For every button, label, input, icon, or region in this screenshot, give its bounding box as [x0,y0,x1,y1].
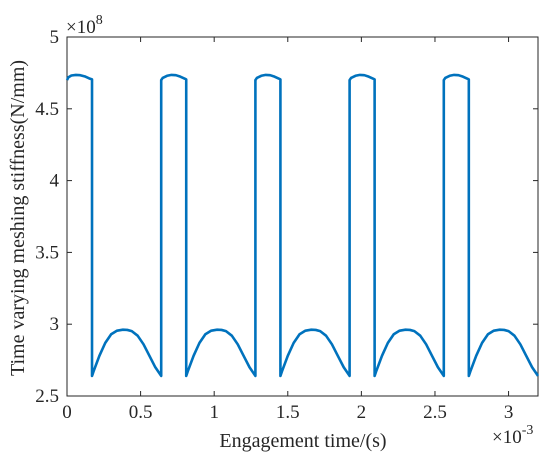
x-tick-label: 1.5 [276,402,300,423]
y-axis-multiplier: ×108 [66,13,103,38]
x-tick-label: 0.5 [129,402,153,423]
x-multiplier-base: ×10 [492,427,522,448]
x-axis-ticks: 0 0.5 1 1.5 2 2.5 3 [62,37,513,423]
y-tick-label: 2.5 [35,386,59,407]
x-tick-label: 2.5 [423,402,447,423]
y-tick-label: 4 [50,171,60,192]
y-multiplier-base: ×10 [66,17,96,38]
x-axis-label: Engagement time/(s) [219,430,386,452]
axes-box [66,36,539,397]
x-tick-label: 3 [504,402,514,423]
x-axis-multiplier: ×10-3 [492,423,533,448]
x-tick-label: 2 [357,402,367,423]
y-multiplier-exponent: 8 [96,13,103,28]
y-tick-label: 3.5 [35,242,59,263]
x-multiplier-exponent: -3 [522,423,534,438]
y-tick-label: 4.5 [35,99,59,120]
y-tick-label: 3 [50,314,60,335]
plot-area [65,36,540,397]
x-tick-label: 0 [62,402,72,423]
y-axis-label: Time varying meshing stiffness(N/mm) [7,60,29,376]
series-line [65,73,540,378]
y-tick-label: 5 [50,27,60,48]
x-tick-label: 1 [209,402,219,423]
y-axis-ticks: 2.5 3 3.5 4 4.5 5 [35,27,538,407]
